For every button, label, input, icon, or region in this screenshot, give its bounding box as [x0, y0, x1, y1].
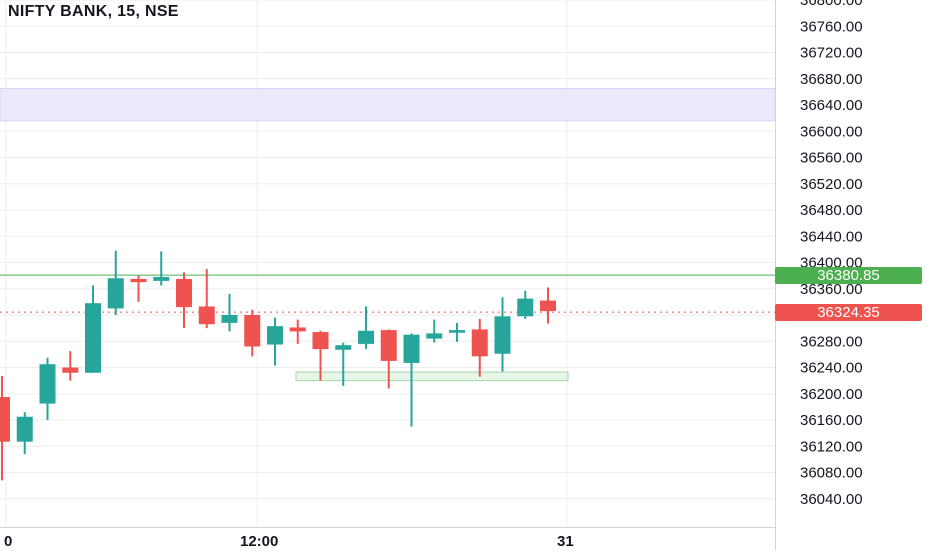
y-tick-label: 36440.00: [800, 228, 863, 245]
candle-body-down: [244, 315, 261, 347]
candle-body-up: [517, 298, 534, 317]
y-tick-label: 36480.00: [800, 202, 863, 219]
candle-body-down: [312, 332, 329, 350]
y-tick-label: 36520.00: [800, 176, 863, 193]
y-tick-label: 36800.00: [800, 0, 863, 9]
candle-body-up: [107, 278, 124, 309]
y-tick-label: 36640.00: [800, 97, 863, 114]
y-tick-label: 36080.00: [800, 465, 863, 482]
candle-body-up: [39, 364, 56, 404]
symbol-title: NIFTY BANK, 15, NSE: [8, 3, 179, 20]
y-tick-label: 36160.00: [800, 412, 863, 429]
y-tick-label: 36280.00: [800, 333, 863, 350]
candle-body-up: [449, 330, 465, 333]
y-tick-label: 36680.00: [800, 71, 863, 88]
candle-body-down: [289, 327, 306, 332]
candle-body-down: [62, 367, 79, 373]
x-tick-label: 12:00: [240, 533, 278, 550]
y-tick-label: 36360.00: [800, 281, 863, 298]
x-tick-label: 31: [557, 533, 574, 550]
y-tick-label: 36720.00: [800, 45, 863, 62]
y-tick-label: 36040.00: [800, 491, 863, 508]
y-tick-label: 36600.00: [800, 123, 863, 140]
resistance-zone: [0, 88, 776, 122]
y-tick-label: 36200.00: [800, 386, 863, 403]
candle-body-down: [130, 278, 147, 283]
y-tick-label: 36240.00: [800, 360, 863, 377]
candle-body-up: [426, 333, 443, 339]
x-tick-label: 0: [4, 533, 12, 550]
candle-body-down: [198, 306, 215, 325]
y-tick-label: 36560.00: [800, 150, 863, 167]
candle-body-up: [335, 345, 352, 350]
candle-body-down: [540, 300, 556, 312]
candle-body-up: [16, 416, 33, 442]
candle-body-up: [153, 276, 170, 281]
candle-body-up: [267, 326, 283, 345]
last-price-tag: 36324.35: [775, 303, 922, 321]
resistance-price-tag: 36380.85: [775, 266, 922, 284]
candle-body-up: [85, 303, 101, 373]
y-tick-label: 36760.00: [800, 18, 863, 35]
candle-body-up: [403, 334, 420, 363]
candle-body-down: [0, 397, 10, 442]
candle-body-down: [380, 330, 397, 361]
candle-body-down: [176, 278, 192, 308]
candle-body-up: [221, 315, 238, 323]
candle-body-down: [471, 329, 488, 357]
y-tick-label: 36120.00: [800, 438, 863, 455]
support-zone: [295, 371, 569, 382]
candle-body-up: [358, 330, 374, 344]
candle-body-up: [494, 316, 511, 354]
